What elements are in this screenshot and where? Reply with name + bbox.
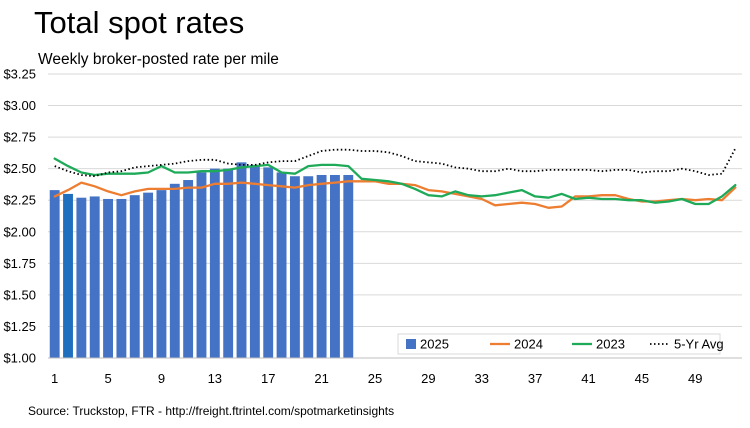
y-tick-label: $1.25 [3, 319, 36, 334]
line-2023 [53, 157, 737, 206]
legend-label-2025: 2025 [420, 337, 449, 352]
bar-2025 [236, 162, 247, 358]
y-tick-label: $2.25 [3, 193, 36, 208]
x-tick-label: 37 [528, 371, 542, 386]
x-tick-label: 9 [158, 371, 165, 386]
bar-2025 [103, 198, 113, 358]
bars-2025 [49, 162, 354, 358]
bar-2025 [343, 174, 354, 358]
bar-2025 [196, 172, 207, 358]
x-tick-label: 49 [688, 371, 702, 386]
bar-2025 [289, 176, 300, 358]
bar-2025 [76, 197, 87, 358]
x-tick-label: 1 [51, 371, 58, 386]
series-lines [53, 148, 737, 209]
source-note: Source: Truckstop, FTR - http://freight.… [28, 404, 395, 418]
bar-2025 [223, 168, 234, 358]
x-axis-ticks: 1 5 9 13 17 21 25 29 33 37 41 45 49 [51, 371, 702, 386]
line-5-yr-avg [54, 148, 737, 178]
bar-2025 [183, 180, 194, 358]
bar-2025 [276, 172, 287, 358]
legend-label-5-yr-avg: 5-Yr Avg [674, 337, 724, 352]
y-tick-label: $2.75 [3, 130, 36, 145]
x-tick-label: 13 [208, 371, 222, 386]
y-tick-label: $1.50 [3, 287, 36, 302]
legend-swatch-2025 [406, 339, 416, 349]
y-tick-label: $3.25 [3, 67, 36, 82]
x-tick-label: 17 [261, 371, 275, 386]
legend: 2025 2024 2023 5-Yr Avg [397, 333, 724, 355]
chart-title: Total spot rates [34, 5, 245, 40]
legend-box [397, 333, 721, 355]
bar-2025 [116, 198, 127, 358]
bar-2025 [263, 167, 274, 358]
bar-2025 [330, 174, 340, 358]
y-tick-label: $2.00 [3, 224, 36, 239]
x-tick-label: 29 [421, 371, 435, 386]
bar-2025 [303, 176, 314, 358]
legend-label-2024: 2024 [514, 337, 543, 352]
y-tick-label: $1.00 [3, 351, 36, 366]
bar-2025 [63, 193, 73, 358]
y-axis-ticks: $1.00 $1.25 $1.50 $1.75 $2.00 $2.25 $2.50 $2.75… [3, 67, 36, 366]
y-tick-label: $3.00 [3, 98, 36, 113]
y-tick-label: $2.50 [3, 161, 36, 176]
bar-2025 [169, 183, 180, 358]
x-tick-label: 5 [104, 371, 111, 386]
bar-2025 [89, 196, 100, 358]
bar-2025 [316, 174, 327, 358]
bar-2025 [143, 192, 154, 358]
chart-subtitle: Weekly broker-posted rate per mile [38, 51, 279, 68]
bar-2025 [129, 195, 140, 358]
x-tick-label: 41 [581, 371, 595, 386]
bar-2025 [156, 190, 167, 358]
bar-2025 [209, 168, 220, 358]
legend-label-2023: 2023 [596, 337, 625, 352]
bar-2025 [49, 190, 60, 358]
bar-2025 [249, 164, 260, 358]
y-tick-label: $1.75 [3, 256, 36, 271]
x-tick-label: 33 [475, 371, 489, 386]
gridlines [48, 73, 742, 327]
x-tick-label: 25 [368, 371, 382, 386]
x-tick-label: 45 [635, 371, 649, 386]
x-tick-label: 21 [314, 371, 328, 386]
line-2024 [53, 180, 737, 209]
